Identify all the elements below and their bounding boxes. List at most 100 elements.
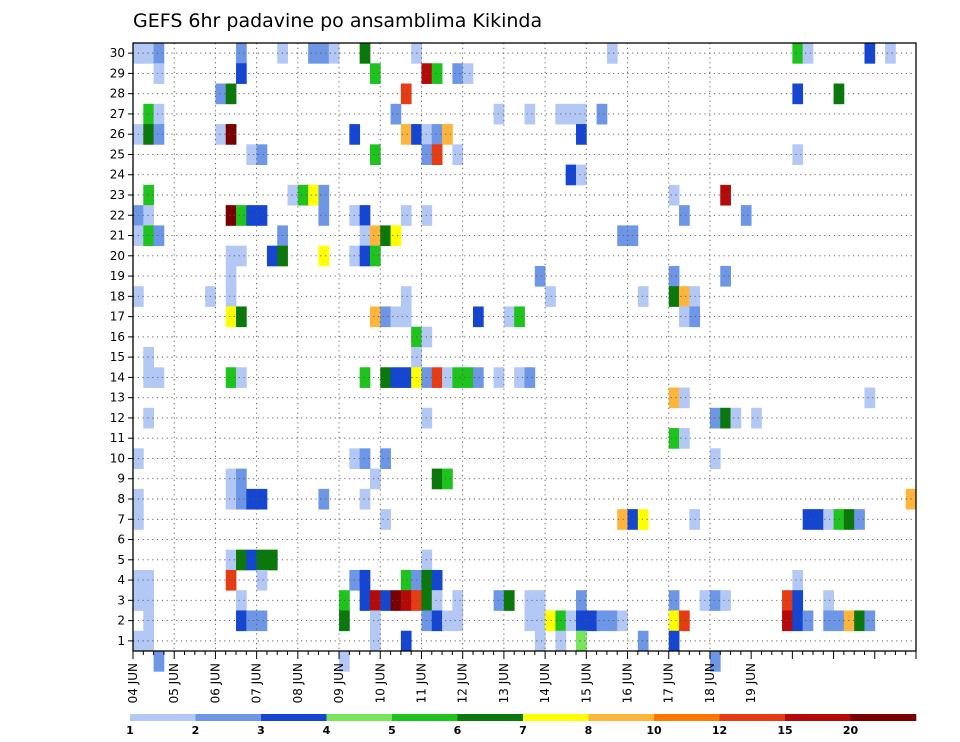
x-tick-label: 17 JUN (662, 663, 676, 703)
heatmap-cell (864, 610, 876, 632)
colorbar-label: 5 (388, 724, 396, 737)
x-tick-label: 09 JUN (332, 663, 346, 703)
heatmap-cell (225, 265, 237, 287)
heatmap-cell (668, 387, 680, 409)
heatmap-cell (246, 549, 258, 571)
heatmap-cell (802, 610, 814, 632)
heatmap-cell (359, 367, 371, 388)
heatmap-cell (524, 610, 536, 632)
heatmap-cell (215, 83, 227, 105)
heatmap-cell (534, 630, 546, 652)
heatmap-cell (246, 488, 258, 510)
heatmap-cell (143, 43, 155, 64)
heatmap-cell (369, 468, 381, 490)
heatmap-cell (369, 144, 381, 165)
y-tick-label: 28 (110, 87, 125, 101)
heatmap-cell (782, 610, 793, 632)
heatmap-cell (462, 367, 474, 388)
heatmap-cell (359, 43, 371, 64)
heatmap-cell (328, 43, 340, 64)
heatmap-cell (576, 630, 587, 652)
colorbar-swatch (523, 714, 589, 721)
heatmap-cell (153, 225, 165, 247)
heatmap-cell (472, 367, 484, 388)
heatmap-cell (143, 124, 155, 145)
x-tick-label: 05 JUN (167, 663, 181, 703)
heatmap-cell (782, 590, 793, 611)
heatmap-cell (256, 144, 268, 165)
y-tick-label: 7 (117, 512, 125, 526)
x-tick-label: 07 JUN (250, 663, 264, 703)
heatmap-cell (246, 205, 258, 226)
heatmap-cell (617, 610, 628, 632)
x-tick-label: 15 JUN (579, 663, 593, 703)
heatmap-cell (225, 549, 237, 571)
heatmap-cell (617, 225, 628, 247)
heatmap-cell (400, 124, 412, 145)
heatmap-cell (792, 83, 804, 105)
colorbar-swatch (719, 714, 786, 721)
heatmap-cell (637, 509, 649, 530)
heatmap-cell (617, 509, 628, 530)
heatmap-cell (369, 590, 381, 611)
heatmap-cell (679, 610, 690, 632)
heatmap-cell (236, 245, 247, 267)
colorbar-label: 10 (646, 724, 662, 737)
heatmap-cell (802, 509, 814, 530)
heatmap-cell (545, 610, 556, 632)
heatmap-cell (442, 610, 453, 632)
heatmap-cell (400, 569, 412, 591)
colorbar: 1 2 3 4 5 6 7 8 10 12 15 20 (126, 714, 917, 737)
colorbar-swatch (326, 714, 393, 721)
y-tick-label: 2 (117, 614, 125, 628)
heatmap-cell (236, 367, 247, 388)
x-tick-label: 14 JUN (538, 663, 552, 703)
colorbar-swatch (850, 714, 917, 721)
heatmap-cell (576, 610, 587, 632)
heatmap-cell (709, 407, 721, 429)
heatmap-cell (565, 610, 577, 632)
x-axis: 04 JUN 05 JUN 06 JUN 07 JUN 08 JUN 09 JUN 10 J… (126, 651, 917, 703)
heatmap-cell (514, 367, 525, 388)
colorbar-swatch (195, 714, 262, 721)
heatmap-cell (236, 43, 247, 64)
heatmap-cell (668, 428, 680, 449)
heatmap-cell (225, 83, 237, 105)
heatmap-cell (369, 225, 381, 247)
heatmap-cell (792, 43, 804, 64)
heatmap-cell (143, 103, 155, 125)
heatmap-cell (596, 610, 608, 632)
heatmap-cell (668, 286, 680, 307)
heatmap-cell (143, 590, 155, 611)
y-tick-label: 30 (110, 46, 125, 60)
heatmap-cell (720, 265, 731, 287)
y-tick-label: 14 (110, 370, 125, 384)
heatmap-cell (308, 43, 319, 64)
heatmap-cell (380, 306, 391, 328)
heatmap-cell (400, 286, 412, 307)
heatmap-cell (668, 590, 680, 611)
heatmap-cell (390, 367, 402, 388)
heatmap-cell (431, 124, 443, 145)
heatmap-cell (256, 488, 268, 510)
heatmap-cell (596, 103, 608, 125)
heatmap-cell (400, 205, 412, 226)
chart-title: GEFS 6hr padavine po ansamblima Kikinda (133, 10, 542, 32)
heatmap-cell (534, 610, 546, 632)
colorbar-label: 4 (323, 724, 331, 737)
heatmap-cell (400, 83, 412, 105)
heatmap-cell (802, 43, 814, 64)
heatmap-cell (143, 184, 155, 206)
heatmap-cell (143, 569, 155, 591)
x-tick-label: 13 JUN (497, 663, 511, 703)
colorbar-swatch (785, 714, 851, 721)
heatmap-cell (390, 590, 402, 611)
heatmap-cell (236, 205, 247, 226)
heatmap-cell (503, 306, 515, 328)
y-tick-label: 26 (110, 127, 125, 141)
heatmap-cell (442, 124, 453, 145)
heatmap-cell (256, 205, 268, 226)
y-tick-label: 20 (110, 249, 125, 263)
heatmap-cell (576, 164, 587, 186)
